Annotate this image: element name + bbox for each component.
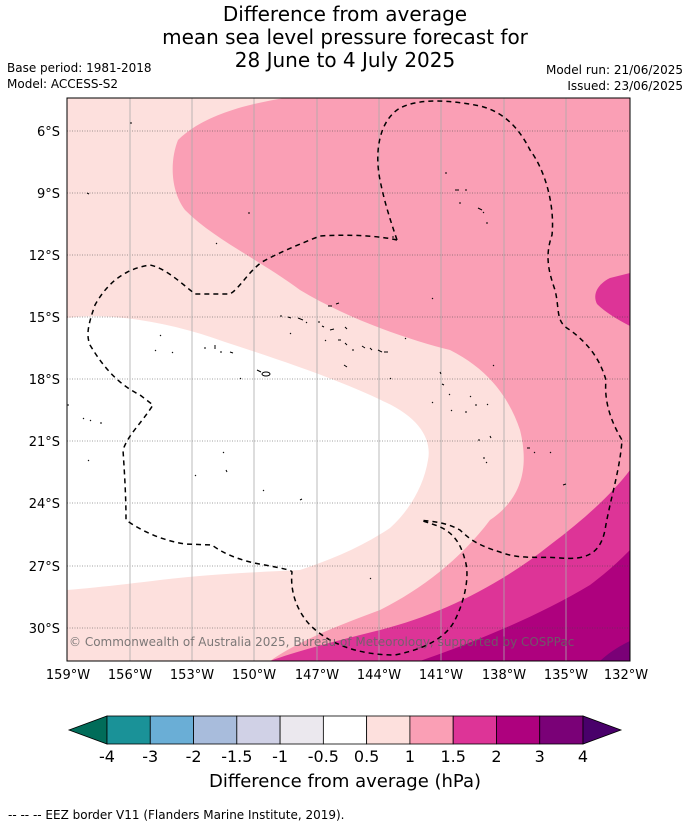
colorbar-tick-label: -1.5: [221, 747, 252, 766]
colorbar-swatch: [452, 715, 497, 745]
colorbar: -4 -3 -2 -1.5 -1 -0.5 0.5 1 1.5 2 3 4: [67, 715, 623, 766]
colorbar-tick-label: -0.5: [308, 747, 339, 766]
anomaly-region-neutral: [67, 316, 429, 590]
lon-label: 156°W: [108, 668, 152, 683]
colorbar-under-arrow: [67, 715, 108, 745]
colorbar-swatch: [496, 715, 541, 745]
colorbar-swatch: [366, 715, 411, 745]
colorbar-tick-label: -3: [142, 747, 158, 766]
lon-label: 144°W: [357, 668, 401, 683]
eez-french-polynesia: [377, 100, 623, 560]
lat-label: 6°S: [37, 125, 60, 140]
colorbar-over-arrow: [582, 715, 623, 745]
longitude-gridlines: [129, 98, 567, 661]
colorbar-swatch: [106, 715, 151, 745]
lon-label: 135°W: [544, 668, 588, 683]
eez-cook-islands: [87, 234, 468, 656]
lat-label: 18°S: [29, 373, 60, 388]
lat-label: 24°S: [29, 497, 60, 512]
title-line-1: Difference from average: [222, 2, 468, 26]
meta-left: Base period: 1981-2018 Model: ACCESS-S2: [7, 60, 152, 92]
colorbar-tick-label: 2: [491, 747, 501, 766]
map-title: Difference from average mean sea level p…: [0, 3, 690, 72]
colorbar-tick-label: -1: [272, 747, 288, 766]
lat-label: 30°S: [29, 622, 60, 637]
anomaly-region-2-3: [420, 550, 630, 661]
colorbar-swatch: [539, 715, 584, 745]
lat-label: 21°S: [29, 435, 60, 450]
colorbar-tick-label: 1.5: [440, 747, 465, 766]
model-run: Model run: 21/06/2025: [545, 63, 683, 77]
lat-label: 12°S: [29, 249, 60, 264]
colorbar-swatch: [409, 715, 454, 745]
colorbar-swatch: [149, 715, 194, 745]
lon-label: 147°W: [295, 668, 339, 683]
lat-label: 15°S: [29, 311, 60, 326]
lat-label: 9°S: [37, 187, 60, 202]
colorbar-tick-label: -4: [99, 747, 115, 766]
title-line-3: 28 June to 4 July 2025: [234, 48, 456, 72]
longitude-labels: 159°W 156°W 153°W 150°W 147°W 144°W 141°…: [46, 668, 648, 683]
lon-label: 159°W: [46, 668, 90, 683]
lon-label: 153°W: [170, 668, 214, 683]
lon-label: 150°W: [232, 668, 276, 683]
anomaly-region-3-4: [600, 641, 630, 661]
colorbar-tick-label: 1: [405, 747, 415, 766]
map-plot-area: © Commonwealth of Australia 2025, Bureau…: [67, 98, 630, 661]
title-line-2: mean sea level pressure forecast for: [162, 25, 528, 49]
colorbar-tick-label: 4: [578, 747, 588, 766]
lon-label: 141°W: [419, 668, 463, 683]
issued-date: Issued: 23/06/2025: [567, 79, 683, 93]
colorbar-swatch: [236, 715, 281, 745]
copyright-text: © Commonwealth of Australia 2025, Bureau…: [69, 635, 574, 649]
eez-borders: [87, 100, 623, 656]
colorbar-label: Difference from average (hPa): [208, 771, 482, 792]
lon-label: 132°W: [604, 668, 648, 683]
colorbar-tick-label: -2: [186, 747, 202, 766]
colorbar-tick-label: 0.5: [354, 747, 379, 766]
lat-label: 27°S: [29, 560, 60, 575]
colorbar-swatch: [193, 715, 238, 745]
lon-label: 138°W: [482, 668, 526, 683]
meta-right: Model run: 21/06/2025 Issued: 23/06/2025: [546, 60, 683, 94]
latitude-labels: 6°S 9°S 12°S 15°S 18°S 21°S 24°S 27°S 30…: [29, 125, 60, 637]
model-name: Model: ACCESS-S2: [7, 77, 119, 91]
base-period: Base period: 1981-2018: [7, 61, 152, 75]
islands: [67, 122, 567, 580]
map-frame: [66, 97, 631, 662]
anomaly-region-1.5-2-east: [595, 273, 630, 326]
colorbar-swatch: [279, 715, 324, 745]
colorbar-swatch: [322, 715, 368, 745]
colorbar-tick-label: 3: [535, 747, 545, 766]
eez-legend-note: -- -- -- EEZ border V11 (Flanders Marine…: [8, 808, 345, 822]
